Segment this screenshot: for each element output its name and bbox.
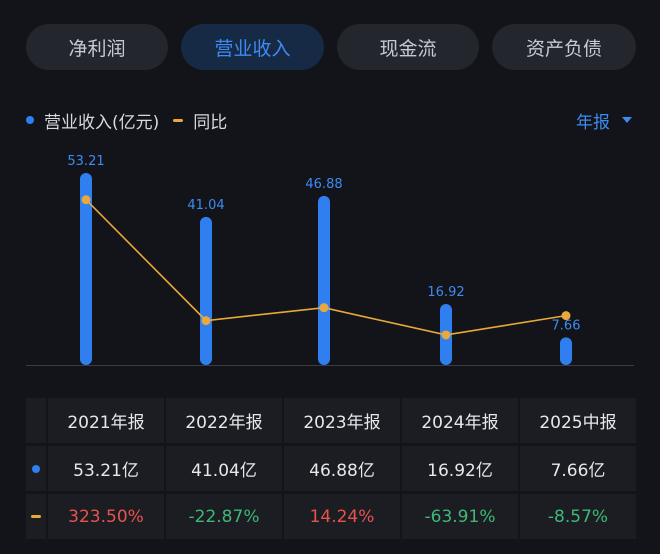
yoy-cell: -22.87% (166, 494, 282, 539)
yoy-legend-marker (173, 118, 184, 122)
table-header-cell: 2024年报 (402, 398, 518, 443)
bar-value-label: 46.88 (305, 177, 342, 192)
data-table: 2021年报 2022年报 2023年报 2024年报 2025中报 53.21… (26, 398, 636, 542)
revenue-cell: 16.92亿 (402, 446, 518, 491)
bar-value-label: 41.04 (187, 198, 224, 213)
yoy-cell: 14.24% (284, 494, 400, 539)
revenue-row-marker (26, 446, 46, 491)
yoy-cell: -8.57% (520, 494, 636, 539)
yoy-point (561, 311, 571, 321)
yoy-cell: 323.50% (48, 494, 164, 539)
revenue-cell: 46.88亿 (284, 446, 400, 491)
yoy-point (81, 195, 91, 205)
revenue-row: 53.21亿 41.04亿 46.88亿 16.92亿 7.66亿 (26, 446, 636, 491)
yoy-legend-label: 同比 (193, 112, 228, 133)
yoy-row-marker (26, 494, 46, 539)
revenue-bar (80, 173, 92, 365)
chart-legend: 营业收入(亿元) 同比 (26, 108, 228, 133)
revenue-cell: 7.66亿 (520, 446, 636, 491)
yoy-point (441, 330, 451, 340)
tab-revenue[interactable]: 营业收入 (181, 24, 324, 70)
period-dropdown-label: 年报 (576, 112, 610, 133)
yoy-cell: -63.91% (402, 494, 518, 539)
period-dropdown[interactable]: 年报 (576, 108, 632, 133)
table-header-cell: 2025中报 (520, 398, 636, 443)
yoy-point (201, 316, 211, 326)
revenue-bar (560, 337, 572, 365)
yoy-row: 323.50% -22.87% 14.24% -63.91% -8.57% (26, 494, 636, 539)
dot-icon (32, 464, 40, 473)
dash-icon (31, 515, 41, 518)
tab-cash-flow[interactable]: 现金流 (337, 24, 479, 70)
revenue-cell: 41.04亿 (166, 446, 282, 491)
bar-value-label: 7.66 (552, 318, 581, 333)
yoy-point (319, 303, 329, 313)
metric-tabs: 净利润 营业收入 现金流 资产负债 (26, 24, 636, 70)
bar-value-label: 53.21 (67, 154, 104, 169)
header-spacer (26, 398, 46, 443)
table-header-cell: 2021年报 (48, 398, 164, 443)
table-header-cell: 2022年报 (166, 398, 282, 443)
table-header-row: 2021年报 2022年报 2023年报 2024年报 2025中报 (26, 398, 636, 443)
revenue-chart: 53.21 41.04 46.88 16.92 7.66 (26, 154, 634, 366)
revenue-bar (200, 216, 212, 365)
revenue-bar (318, 195, 330, 365)
revenue-cell: 53.21亿 (48, 446, 164, 491)
revenue-legend-marker (26, 116, 34, 124)
tab-net-profit[interactable]: 净利润 (26, 24, 168, 70)
revenue-legend-label: 营业收入(亿元) (44, 112, 160, 133)
bar-value-label: 16.92 (427, 285, 464, 300)
table-header-cell: 2023年报 (284, 398, 400, 443)
tab-balance-sheet[interactable]: 资产负债 (492, 24, 636, 70)
caret-down-icon (622, 117, 632, 123)
